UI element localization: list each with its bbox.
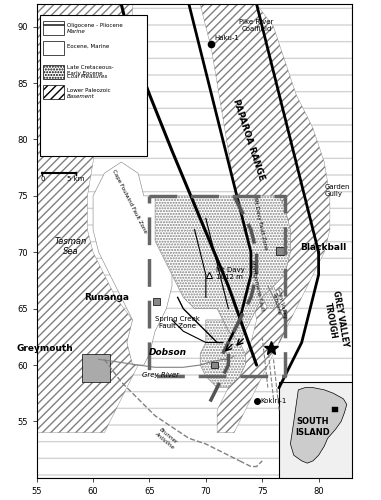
- Bar: [82, 354, 110, 382]
- Bar: [43, 65, 64, 78]
- Text: Tasman
Sea: Tasman Sea: [54, 237, 86, 256]
- Text: Greymouth: Greymouth: [16, 344, 73, 352]
- Text: Pike River
Coalfield: Pike River Coalfield: [239, 20, 274, 32]
- Text: Montgomerie Fault: Montgomerie Fault: [249, 260, 264, 312]
- Text: Mt Davy
1012 m: Mt Davy 1012 m: [216, 268, 245, 280]
- Text: Coal Measures: Coal Measures: [67, 74, 107, 78]
- Text: Eocene, Marine: Eocene, Marine: [67, 44, 109, 49]
- Polygon shape: [200, 320, 245, 388]
- Bar: [153, 298, 160, 306]
- Text: Grey Valley
Syncline: Grey Valley Syncline: [271, 286, 288, 320]
- Text: Dobson: Dobson: [149, 348, 187, 357]
- Polygon shape: [183, 4, 330, 432]
- Polygon shape: [290, 388, 347, 463]
- Text: Oligocene - Pliocene: Oligocene - Pliocene: [67, 24, 123, 28]
- Bar: [43, 42, 64, 55]
- Text: 5 km: 5 km: [67, 176, 85, 182]
- Polygon shape: [279, 382, 352, 478]
- Text: Marine: Marine: [67, 30, 86, 35]
- Bar: [332, 407, 338, 412]
- Text: GREY VALLEY
TROUGH: GREY VALLEY TROUGH: [321, 290, 350, 350]
- Text: Brunner
Anticline: Brunner Anticline: [154, 426, 179, 450]
- Text: Late Cretaceous-: Late Cretaceous-: [67, 66, 114, 70]
- Polygon shape: [37, 4, 138, 432]
- Text: Basement: Basement: [67, 94, 95, 98]
- Polygon shape: [93, 162, 172, 365]
- Bar: [211, 362, 218, 368]
- Polygon shape: [155, 196, 290, 342]
- Text: PAPAROA RANGE: PAPAROA RANGE: [231, 98, 266, 182]
- Text: 0: 0: [40, 176, 45, 182]
- Text: Lower Paleozoic: Lower Paleozoic: [67, 88, 111, 92]
- Text: Grey River: Grey River: [142, 372, 179, 378]
- Polygon shape: [37, 4, 352, 478]
- Text: Garden
Gully: Garden Gully: [324, 184, 350, 196]
- Text: Cape Foulwind Fault Zone: Cape Foulwind Fault Zone: [111, 169, 147, 234]
- Text: Kokiri-1: Kokiri-1: [260, 398, 287, 404]
- Text: Haku-1: Haku-1: [215, 36, 240, 42]
- Text: SOUTH
ISLAND: SOUTH ISLAND: [296, 418, 330, 437]
- Text: Runanga: Runanga: [84, 293, 129, 302]
- Bar: [276, 246, 283, 254]
- Bar: [43, 21, 64, 34]
- Bar: [40, 16, 147, 156]
- Text: Mt Davy Fault Zone: Mt Davy Fault Zone: [252, 198, 268, 251]
- Bar: [43, 86, 64, 99]
- Text: Spring Creek
Fault Zone: Spring Creek Fault Zone: [155, 316, 200, 328]
- Polygon shape: [262, 286, 279, 308]
- Text: Early Eocene: Early Eocene: [67, 70, 103, 76]
- Text: Blackball: Blackball: [301, 244, 347, 252]
